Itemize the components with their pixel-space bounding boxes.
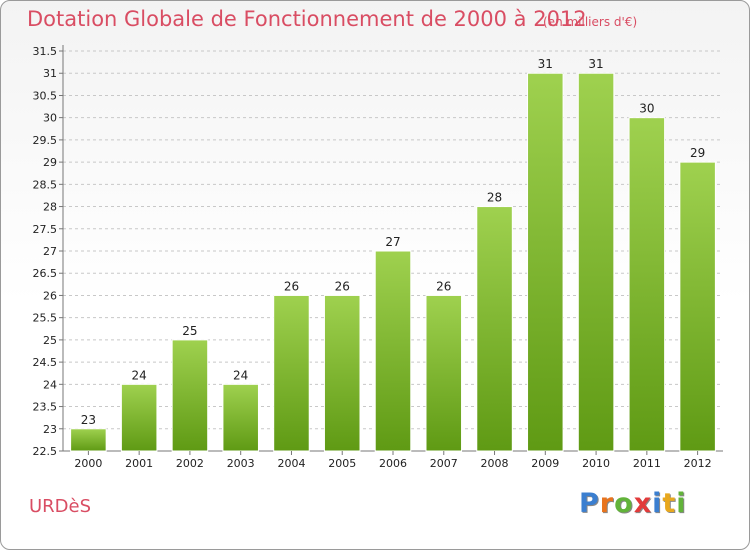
x-tick-label-2004: 2004 (277, 457, 305, 470)
logo-letter: t (662, 488, 677, 519)
y-tick-label: 25 (43, 334, 57, 347)
bar-2009 (527, 72, 564, 452)
y-tick-label: 25.5 (33, 312, 58, 325)
y-tick-label: 23.5 (33, 401, 58, 414)
bar-2003 (222, 383, 259, 452)
bar-chart: 22.5 23 23.5 24 24.5 25 25.5 26 26.5 27 27.5 28 28.5… (33, 45, 723, 470)
x-tick-label-2011: 2011 (633, 457, 661, 470)
x-tick-label-2009: 2009 (531, 457, 559, 470)
y-tick-label: 22.5 (33, 445, 58, 458)
y-tick-label: 24.5 (33, 356, 58, 369)
x-tick-label-2002: 2002 (176, 457, 204, 470)
x-tick-label-2006: 2006 (379, 457, 407, 470)
bar-2000 (70, 428, 107, 452)
logo-letter: x (633, 488, 653, 519)
x-tick-label-2008: 2008 (481, 457, 509, 470)
value-label-2004: 26 (284, 279, 299, 293)
y-tick-label: 27 (43, 245, 57, 258)
y-tick-label: 28 (43, 201, 57, 214)
x-tick-label-2010: 2010 (582, 457, 610, 470)
x-tick-label-2003: 2003 (227, 457, 255, 470)
bar-2005 (323, 294, 361, 452)
chart-unit: (en milliers d'€) (543, 15, 638, 29)
value-labels: 23 24 25 24 26 26 27 26 28 31 31 30 29 (81, 57, 706, 427)
x-axis-labels: 2000 2001 2002 2003 2004 2005 2006 2007 2008 2009… (74, 451, 712, 470)
value-label-2009: 31 (538, 57, 553, 71)
bars (70, 72, 716, 452)
value-label-2010: 31 (588, 57, 603, 71)
x-tick-label-2005: 2005 (328, 457, 356, 470)
value-label-2003: 24 (233, 368, 248, 382)
commune-name: URDèS (29, 496, 92, 517)
y-tick-label: 30 (43, 112, 57, 125)
y-axis-ticks: 22.5 23 23.5 24 24.5 25 25.5 26 26.5 27 27.5 28 28.5… (33, 45, 723, 458)
logo-letter: P (579, 488, 600, 519)
bar-2010 (577, 72, 615, 452)
bar-2008 (476, 206, 513, 452)
logo-letter: i (652, 488, 663, 519)
bar-2007 (425, 294, 463, 452)
y-tick-label: 30.5 (33, 89, 58, 102)
proxiti-logo: Proxiti (579, 488, 687, 519)
y-tick-label: 26 (43, 289, 57, 302)
value-label-2001: 24 (132, 368, 147, 382)
bar-2002 (171, 339, 209, 452)
value-label-2005: 26 (335, 279, 350, 293)
y-tick-label: 24 (43, 378, 57, 391)
x-tick-label-2000: 2000 (74, 457, 102, 470)
bar-2001 (120, 383, 158, 452)
value-label-2011: 30 (639, 102, 654, 116)
y-tick-label: 23 (43, 423, 57, 436)
bar-2006 (374, 250, 412, 452)
chart-title: Dotation Globale de Fonctionnement de 20… (27, 7, 587, 31)
bar-2004 (273, 294, 310, 452)
x-tick-label-2012: 2012 (684, 457, 712, 470)
y-tick-label: 27.5 (33, 223, 58, 236)
y-tick-label: 28.5 (33, 178, 58, 191)
y-tick-label: 26.5 (33, 267, 58, 280)
value-label-2008: 28 (487, 191, 502, 205)
y-tick-label: 31 (43, 67, 57, 80)
y-tick-label: 31.5 (33, 45, 58, 58)
value-label-2007: 26 (436, 279, 451, 293)
value-label-2012: 29 (690, 146, 705, 160)
logo-letter: r (599, 488, 615, 519)
y-tick-label: 29.5 (33, 134, 58, 147)
bar-2012 (679, 161, 716, 452)
value-label-2006: 27 (385, 235, 400, 249)
logo-letter: o (614, 488, 634, 519)
x-tick-label-2001: 2001 (125, 457, 153, 470)
y-tick-label: 29 (43, 156, 57, 169)
x-tick-label-2007: 2007 (430, 457, 458, 470)
bar-2011 (628, 117, 666, 452)
value-label-2002: 25 (182, 324, 197, 338)
logo-letter: i (676, 488, 687, 519)
value-label-2000: 23 (81, 413, 96, 427)
